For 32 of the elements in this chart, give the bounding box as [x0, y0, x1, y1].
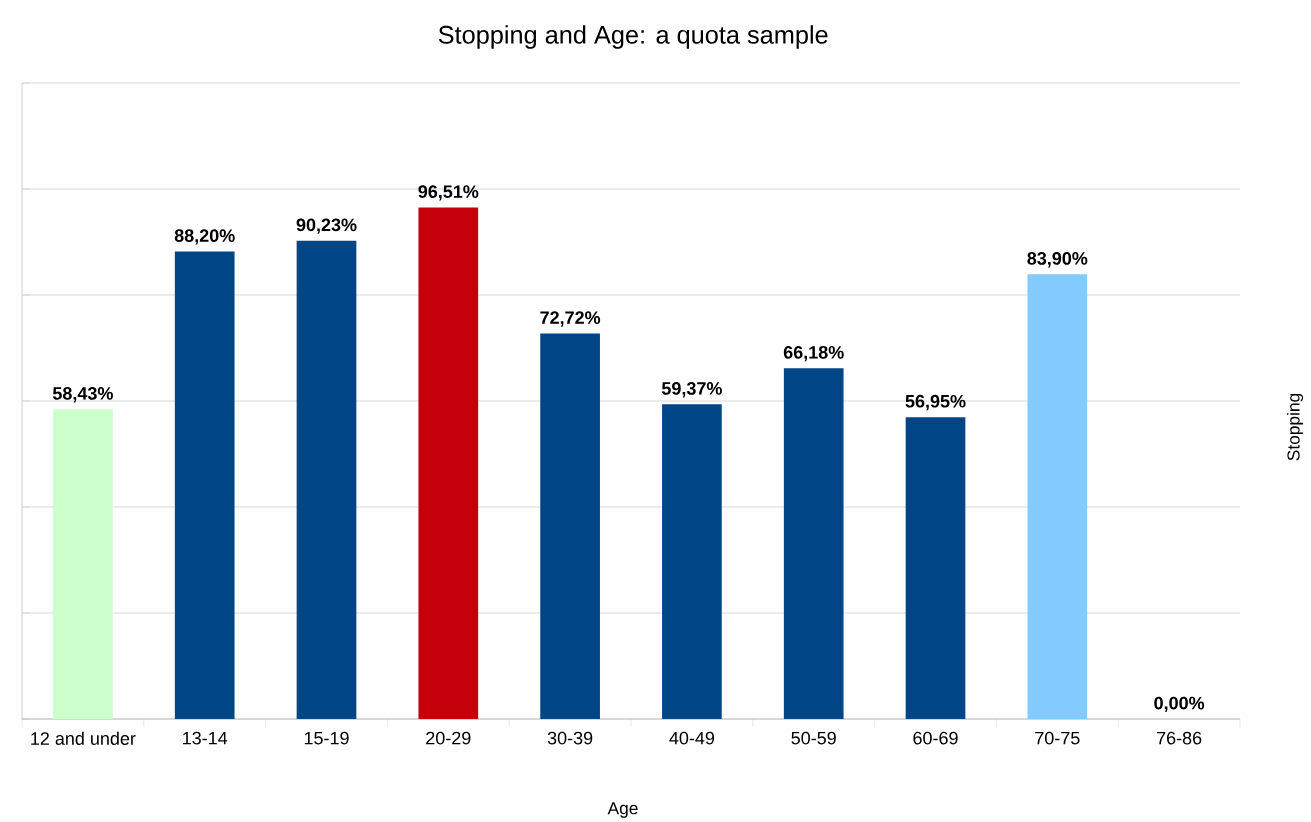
data-label: 88,20%	[174, 229, 235, 245]
x-tick-label: 15-19	[304, 731, 349, 745]
x-tick-label: 76-86	[1157, 731, 1202, 745]
x-tick-label: 30-39	[547, 731, 593, 745]
chart-title: Stopping and Age: a quota sample	[438, 25, 828, 49]
x-axis-title: Age	[607, 802, 638, 818]
bar	[1027, 274, 1088, 719]
data-label: 83,90%	[1027, 252, 1088, 268]
data-label: 0,00%	[1154, 696, 1205, 713]
bar	[296, 240, 357, 719]
data-label: 90,23%	[296, 218, 357, 234]
x-tick-label: 70-75	[1035, 731, 1080, 745]
x-tick-label: 13-14	[183, 731, 228, 745]
x-tick-label: 12 and under	[31, 731, 136, 745]
data-label: 72,72%	[540, 311, 601, 327]
data-label: 56,95%	[905, 394, 966, 411]
y-axis-title: Stopping	[1286, 393, 1304, 461]
x-tick-label: 40-49	[669, 731, 715, 745]
bar	[783, 368, 844, 719]
x-tick-label: 60-69	[913, 731, 958, 745]
data-label: 66,18%	[783, 345, 844, 362]
bar	[174, 251, 235, 719]
x-tick-label: 50-59	[791, 731, 836, 745]
bar	[53, 409, 113, 719]
data-label: 96,51%	[418, 185, 479, 201]
bar	[662, 404, 722, 719]
bar	[418, 207, 479, 719]
x-tick-label: 20-29	[426, 731, 471, 745]
data-label: 59,37%	[661, 382, 722, 398]
bar	[905, 417, 966, 719]
bar	[540, 333, 600, 719]
data-label: 58,43%	[52, 387, 113, 403]
